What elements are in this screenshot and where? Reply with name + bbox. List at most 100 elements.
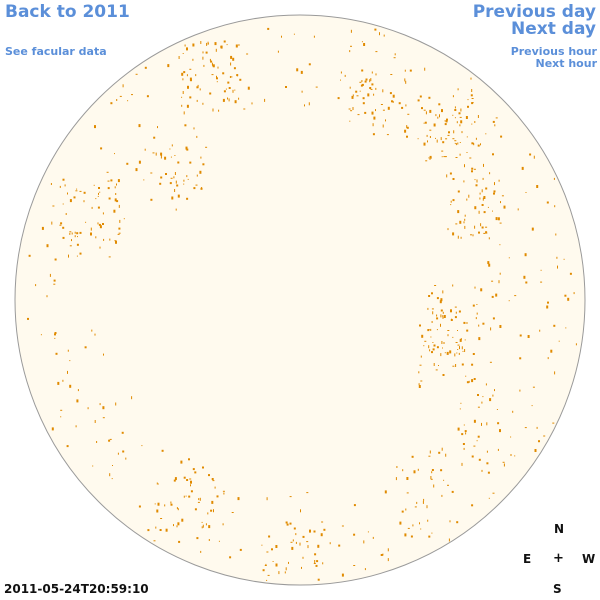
facula-mark: [233, 67, 236, 70]
facula-mark: [404, 129, 407, 133]
facula-mark: [553, 324, 556, 327]
facula-mark: [171, 196, 174, 200]
facula-mark: [460, 338, 462, 341]
facula-mark: [112, 465, 113, 466]
facula-mark: [210, 509, 213, 512]
facula-mark: [432, 342, 434, 343]
facula-mark: [472, 304, 475, 307]
facula-mark: [478, 324, 480, 327]
facula-mark: [407, 527, 410, 529]
previous-hour-link[interactable]: Previous hour: [510, 45, 597, 58]
facula-mark: [450, 200, 452, 203]
facula-mark: [361, 69, 364, 72]
facula-mark: [363, 43, 366, 46]
facula-mark: [472, 353, 475, 355]
facula-mark: [352, 94, 354, 97]
facula-mark: [466, 381, 469, 384]
facula-mark: [320, 533, 323, 537]
facula-mark: [436, 314, 438, 317]
facula-mark: [422, 500, 424, 504]
see-facular-data-link[interactable]: See facular data: [5, 45, 107, 58]
back-to-year-link[interactable]: Back to 2011: [5, 2, 130, 22]
facula-mark: [182, 53, 184, 54]
facula-mark: [441, 156, 443, 158]
facula-mark: [59, 185, 61, 188]
facula-mark: [441, 150, 444, 152]
facula-mark: [188, 458, 190, 461]
facula-mark: [46, 244, 49, 248]
facula-mark: [420, 528, 422, 530]
facula-mark: [524, 253, 527, 257]
facula-mark: [477, 144, 480, 147]
facula-mark: [201, 526, 203, 529]
facula-mark: [461, 433, 464, 436]
facula-mark: [454, 316, 457, 319]
facula-mark: [429, 109, 432, 113]
facula-mark: [167, 64, 170, 68]
facular-features: [27, 27, 577, 581]
facula-mark: [501, 195, 504, 197]
facula-mark: [492, 153, 494, 156]
facula-mark: [199, 88, 201, 91]
facula-mark: [455, 311, 457, 314]
facula-mark: [181, 104, 183, 107]
facula-mark: [53, 283, 56, 285]
facula-mark: [176, 525, 178, 528]
facula-mark: [211, 478, 214, 480]
facula-mark: [69, 384, 72, 388]
facula-mark: [75, 425, 77, 428]
facula-mark: [295, 533, 297, 536]
facula-mark: [457, 210, 460, 214]
facula-mark: [99, 403, 101, 406]
facula-mark: [211, 74, 214, 76]
facula-mark: [316, 560, 319, 563]
facula-mark: [459, 142, 461, 143]
facula-mark: [190, 490, 193, 493]
facula-mark: [186, 197, 189, 200]
facula-mark: [209, 92, 212, 95]
facula-mark: [373, 116, 376, 120]
facula-mark: [157, 126, 158, 129]
facula-mark: [83, 191, 86, 194]
facula-mark: [185, 495, 187, 497]
facula-mark: [440, 323, 441, 327]
facula-mark: [174, 477, 177, 481]
facula-mark: [481, 422, 482, 426]
next-day-link[interactable]: Next day: [511, 19, 596, 39]
facula-mark: [235, 44, 238, 48]
facula-mark: [196, 135, 198, 138]
facula-mark: [54, 333, 56, 336]
facula-mark: [384, 490, 387, 494]
facula-mark: [77, 236, 78, 238]
facula-mark: [429, 450, 431, 454]
facula-mark: [338, 544, 341, 547]
facula-mark: [203, 64, 205, 67]
facula-mark: [417, 468, 419, 471]
facula-mark: [288, 561, 289, 564]
facula-mark: [349, 120, 351, 122]
next-hour-link[interactable]: Next hour: [535, 57, 598, 70]
facula-mark: [177, 522, 180, 526]
facula-mark: [313, 563, 316, 564]
facula-mark: [496, 409, 498, 410]
facula-mark: [216, 81, 218, 83]
facula-mark: [157, 483, 159, 485]
facula-mark: [178, 540, 181, 543]
facula-mark: [466, 329, 469, 332]
facula-mark: [236, 74, 239, 77]
facula-mark: [494, 182, 495, 186]
facula-mark: [423, 122, 425, 124]
facula-mark: [385, 119, 386, 122]
facula-mark: [239, 78, 242, 81]
facula-mark: [362, 97, 365, 100]
facula-mark: [238, 97, 240, 100]
facula-mark: [445, 120, 448, 123]
previous-day-link[interactable]: Previous day: [472, 2, 596, 22]
facula-mark: [474, 225, 476, 229]
facula-mark: [550, 349, 553, 353]
facula-mark: [170, 156, 172, 158]
facula-mark: [173, 479, 176, 482]
facula-mark: [531, 405, 533, 407]
facula-mark: [71, 239, 72, 242]
